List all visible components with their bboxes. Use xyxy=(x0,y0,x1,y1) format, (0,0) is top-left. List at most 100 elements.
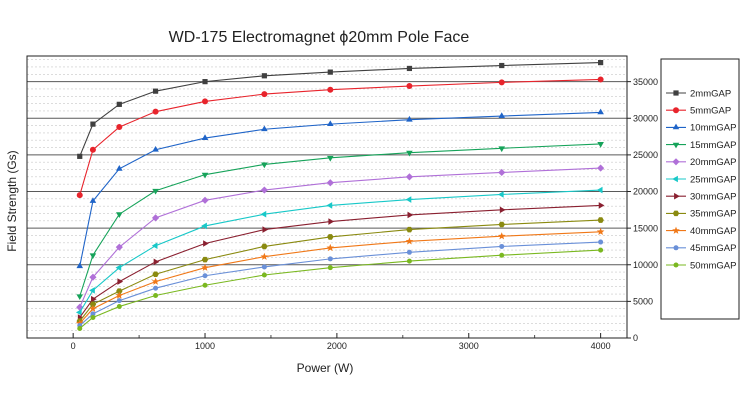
data-point xyxy=(89,197,97,203)
data-point xyxy=(327,120,334,127)
series-line xyxy=(79,204,601,318)
series-35mmGAP xyxy=(76,217,604,324)
data-point xyxy=(201,196,209,204)
data-point xyxy=(152,88,159,94)
legend-marker xyxy=(673,245,679,251)
data-point xyxy=(89,304,97,312)
series-20mmGAP xyxy=(76,164,605,311)
data-point xyxy=(499,243,505,249)
data-point xyxy=(116,304,122,310)
data-point xyxy=(405,173,414,181)
data-point xyxy=(597,76,604,83)
legend-marker xyxy=(673,107,679,114)
legend-item: 30mmGAP xyxy=(666,192,736,203)
data-point xyxy=(597,164,605,172)
data-point xyxy=(151,277,160,285)
data-point xyxy=(75,309,82,316)
data-point xyxy=(117,278,124,285)
series-line xyxy=(79,241,601,326)
data-point xyxy=(202,282,208,288)
data-point xyxy=(499,62,505,69)
data-point xyxy=(327,155,334,162)
series-line xyxy=(79,111,601,267)
legend-label: 15mmGAP xyxy=(690,140,736,151)
data-point xyxy=(91,295,97,303)
data-point xyxy=(89,146,96,153)
data-point xyxy=(406,150,413,157)
data-point xyxy=(596,227,605,236)
data-point xyxy=(261,73,267,79)
data-point xyxy=(498,112,506,118)
data-point xyxy=(499,206,506,214)
y-axis-label: Field Strength (Gs) xyxy=(5,150,19,251)
data-point xyxy=(201,263,209,271)
data-point xyxy=(497,232,506,240)
y-tick-label: 30000 xyxy=(633,113,658,123)
series-5mmGAP xyxy=(76,76,604,199)
data-point xyxy=(596,186,603,194)
data-point xyxy=(203,240,209,247)
data-point xyxy=(497,191,504,198)
legend-label: 5mmGAP xyxy=(690,106,731,117)
data-point xyxy=(75,319,84,327)
legend-label: 40mmGAP xyxy=(690,226,736,237)
data-point xyxy=(115,264,122,271)
data-point xyxy=(598,202,605,209)
legend-label: 10mmGAP xyxy=(690,123,736,134)
legend-item: 5mmGAP xyxy=(666,106,731,117)
legend-label: 50mmGAP xyxy=(690,260,736,271)
data-point xyxy=(326,179,334,187)
data-point xyxy=(76,262,84,269)
data-point xyxy=(261,272,267,278)
legend-marker xyxy=(673,90,679,96)
data-point xyxy=(598,59,604,66)
data-point xyxy=(406,258,412,264)
x-tick-label: 3000 xyxy=(459,341,479,351)
data-point xyxy=(153,293,159,299)
legend-box xyxy=(660,58,740,320)
data-point xyxy=(116,212,123,219)
data-point xyxy=(76,192,83,199)
data-point xyxy=(201,222,207,230)
x-tick-label: 1000 xyxy=(195,341,215,351)
series-line xyxy=(79,231,601,324)
legend-label: 30mmGAP xyxy=(690,192,736,203)
data-point xyxy=(406,226,413,233)
data-point xyxy=(261,91,268,98)
series-line xyxy=(79,78,601,196)
data-point xyxy=(89,287,95,294)
legend-label: 2mmGAP xyxy=(690,88,731,99)
data-point xyxy=(262,226,269,233)
data-point xyxy=(151,214,160,222)
legend-label: 45mmGAP xyxy=(690,243,736,254)
x-tick-label: 2000 xyxy=(327,341,347,351)
data-point xyxy=(597,142,604,148)
series-50mmGAP xyxy=(77,247,604,331)
data-point xyxy=(498,221,505,228)
data-point xyxy=(327,234,334,240)
data-point xyxy=(598,239,604,245)
data-point xyxy=(498,146,506,153)
legend-item: 20mmGAP xyxy=(666,157,736,168)
legend-item: 45mmGAP xyxy=(666,243,736,254)
legend-item: 40mmGAP xyxy=(666,226,736,237)
x-axis-label: Power (W) xyxy=(297,361,354,375)
data-point xyxy=(405,237,414,245)
data-point xyxy=(327,265,333,271)
data-point xyxy=(260,252,269,260)
data-point xyxy=(90,121,96,127)
chart-title: WD-175 Electromagnet ϕ20mm Pole Face xyxy=(169,29,470,46)
data-point xyxy=(89,273,97,281)
legend-marker xyxy=(672,210,680,217)
series-30mmGAP xyxy=(77,202,605,321)
data-point xyxy=(116,288,123,294)
data-point xyxy=(152,108,159,115)
data-point xyxy=(116,124,123,131)
legend-item: 50mmGAP xyxy=(666,260,736,271)
data-point xyxy=(598,247,604,253)
data-point xyxy=(77,153,83,159)
series-45mmGAP xyxy=(77,239,604,329)
series-line xyxy=(79,62,601,157)
legend-label: 20mmGAP xyxy=(690,157,736,168)
